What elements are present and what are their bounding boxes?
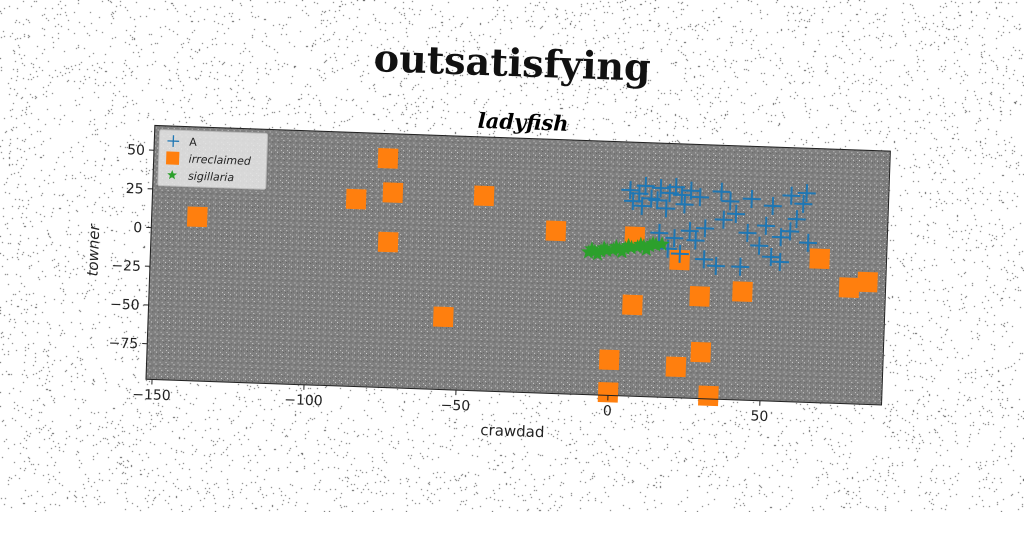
plus-v [704,250,705,268]
plus-v [780,253,781,271]
y-axis-label: towner [84,223,104,277]
plus-v [806,184,807,202]
plus-v [630,181,631,199]
plus-v [700,188,701,206]
plus-v [633,192,634,210]
plus-v [791,187,792,205]
y-tick-label: 0 [133,220,142,236]
plus-v [751,190,752,208]
plus-v [781,228,782,246]
plus-v [682,186,683,204]
x-tick-label: −150 [132,387,171,404]
plus-v [808,234,809,252]
square-point [474,185,495,206]
plus-v [771,248,772,266]
plus-v [695,231,696,249]
plus-v [645,177,646,195]
square-point [839,277,860,298]
plus-v [659,224,660,242]
plus-v [684,195,685,213]
square-point [599,349,620,370]
plus-v [803,195,804,213]
square-point [546,221,567,242]
square-point [857,272,878,293]
square-point [346,189,367,210]
plus-v [736,205,737,223]
square-point [187,206,208,227]
square-point [689,286,710,307]
square-point [433,306,454,327]
x-tick-label: −50 [440,398,470,415]
plus-v [796,210,797,228]
plus-v [716,257,717,275]
plus-v [639,185,640,203]
square-point [809,248,830,269]
square-point [622,295,643,316]
plus-v [721,183,722,201]
plus-v [680,245,681,263]
square-point [698,385,719,406]
y-tick-label: −25 [111,258,141,275]
plus-v [723,211,724,229]
plus-v [674,229,675,247]
legend-label: sigillaria [188,170,235,185]
x-axis-label: crawdad [480,421,545,441]
plus-v [747,224,748,242]
y-tick-label: 50 [127,142,145,159]
square-point [378,148,399,169]
y-tick-label: 25 [125,181,143,198]
plus-v [689,222,690,240]
square-point [666,356,687,377]
square-point [383,182,404,203]
legend-square-marker [166,151,179,164]
square-point [378,232,399,253]
legend-label: irreclaimed [188,153,252,168]
plus-v [773,197,774,215]
plus-v [740,258,741,276]
x-tick-label: 50 [750,408,768,425]
plus-v [651,190,652,208]
legend-label: A [189,136,197,149]
x-tick-label: 0 [603,403,612,419]
plus-v [676,178,677,196]
square-point [732,281,753,302]
plus-v [657,191,658,209]
plus-v [661,179,662,197]
chart-title: ladyfish [477,108,569,136]
plus-v [666,199,667,217]
plus-v [642,197,643,215]
plus-v [759,237,760,255]
y-tick-label: −50 [110,297,140,314]
plus-v [766,217,767,235]
square-point [690,342,711,363]
plus-v [705,219,706,237]
x-tick-label: −100 [284,392,323,409]
y-tick-label: −75 [108,335,138,352]
plus-v [790,222,791,240]
plus-v [730,192,731,210]
